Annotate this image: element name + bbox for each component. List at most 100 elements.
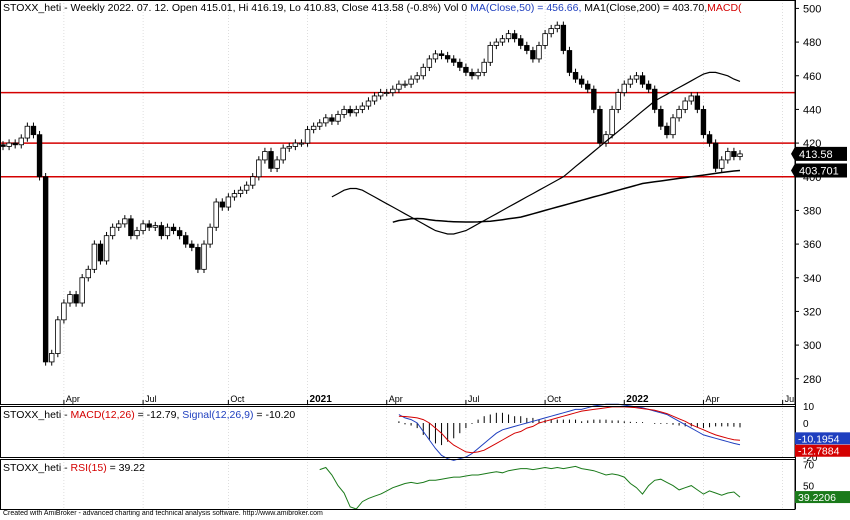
rsi-ticker: STOXX_heti - [3, 462, 71, 474]
candle-body [201, 243, 207, 270]
candle-body [97, 243, 104, 262]
candle-body [341, 109, 347, 115]
candle-body [225, 196, 232, 208]
candle-body [152, 225, 158, 228]
candle-body [414, 75, 420, 80]
candle-body [652, 88, 658, 110]
candle-body [371, 95, 378, 102]
x-tick-label: Oct [547, 394, 562, 404]
candle-body [493, 41, 500, 46]
candle-body [286, 146, 292, 149]
candle-body [438, 53, 445, 56]
candle-body [432, 53, 439, 60]
candle-body [176, 230, 183, 237]
rsi-y-tick-label: 50 [803, 482, 815, 493]
candle-body [256, 159, 262, 178]
candle-body [676, 109, 682, 119]
candle-body [219, 201, 225, 208]
candle-body [280, 147, 286, 161]
macd-marks [398, 403, 741, 461]
candle-body [578, 78, 585, 85]
candle-body [140, 223, 146, 232]
rsi-value-label: 39.2206 [798, 492, 836, 504]
candle-body [706, 134, 713, 144]
candle-body [243, 184, 250, 191]
y-tick-label: 380 [803, 205, 821, 217]
candle-body [298, 142, 305, 145]
candle-body [420, 66, 426, 77]
last-price-box [791, 146, 847, 161]
macd-value-label: -10.1954 [798, 433, 840, 445]
candle-body [499, 38, 506, 43]
candle-body [518, 38, 524, 46]
macd-line [398, 403, 741, 461]
price-ticker: STOXX_heti [3, 2, 62, 14]
y-tick-label: 460 [803, 71, 821, 83]
candle-body [347, 109, 353, 114]
candle-body [426, 58, 433, 68]
candle-body [554, 24, 560, 30]
candle-body [524, 45, 530, 51]
price-pane-header: STOXX_heti - Weekly 2022. 07. 12. Open 4… [3, 2, 742, 14]
candle-body [639, 75, 646, 85]
rsi-value: = 39.22 [106, 462, 145, 474]
x-tick-label: Apr [389, 394, 403, 404]
x-tick-label: Jul [145, 394, 157, 404]
candle-body [274, 159, 280, 169]
candle-body [207, 226, 213, 245]
candle-body [304, 129, 311, 144]
candle-body [30, 125, 37, 136]
rsi-pane-header: STOXX_heti - RSI(15) = 39.22 [3, 462, 145, 474]
candle-body [487, 45, 493, 63]
candle-body [91, 243, 98, 270]
ma50-line [331, 71, 741, 235]
candle-body [712, 142, 719, 169]
candle-body [122, 218, 128, 225]
candle-body [463, 66, 469, 73]
candle-body [213, 201, 219, 228]
candle-body [384, 92, 390, 94]
candle-body [700, 109, 707, 136]
candle-body [469, 71, 475, 77]
candle-body [250, 176, 256, 186]
candle-body [24, 125, 31, 139]
x-tick-label: Jul [468, 394, 480, 404]
macd-y-tick-label: 10 [803, 402, 815, 413]
candle-body [597, 109, 603, 144]
candle-body [402, 83, 408, 86]
candle-body [725, 151, 731, 161]
candle-body [67, 294, 73, 304]
x-tick-label: Oct [230, 394, 245, 404]
ma200-text: MA1(Close,200) = 403.70, [581, 2, 708, 14]
candle-body [694, 95, 701, 110]
candle-body [548, 28, 554, 35]
candle-body [658, 109, 664, 127]
candle-body [451, 58, 457, 63]
candle-body [183, 235, 189, 245]
candle-body [116, 223, 122, 228]
candle-body [664, 125, 670, 136]
candle-body [670, 117, 676, 136]
rsi-line [319, 465, 741, 510]
y-tick-label: 280 [803, 374, 821, 386]
macd-ticker: STOXX_heti - [3, 409, 71, 421]
candle-body [170, 226, 177, 232]
ma200-value-label: 403.701 [799, 166, 839, 178]
candle-body [365, 100, 372, 107]
candle-body [627, 78, 634, 85]
signal-value-box [795, 444, 850, 457]
candle-body [6, 142, 12, 147]
candle-body [268, 151, 274, 169]
macd-y-tick-label: 0 [803, 419, 809, 430]
candle-body [585, 83, 591, 90]
signal-value: = -10.20 [253, 409, 296, 421]
candle-body [189, 243, 195, 248]
last-price-label: 413.58 [799, 149, 833, 161]
candle-body [146, 223, 152, 228]
candle-body [511, 33, 518, 40]
candle-body [164, 226, 171, 237]
candle-body [73, 294, 79, 304]
candle-body [408, 78, 414, 85]
candle-body [731, 151, 737, 157]
candle-body [237, 189, 244, 194]
